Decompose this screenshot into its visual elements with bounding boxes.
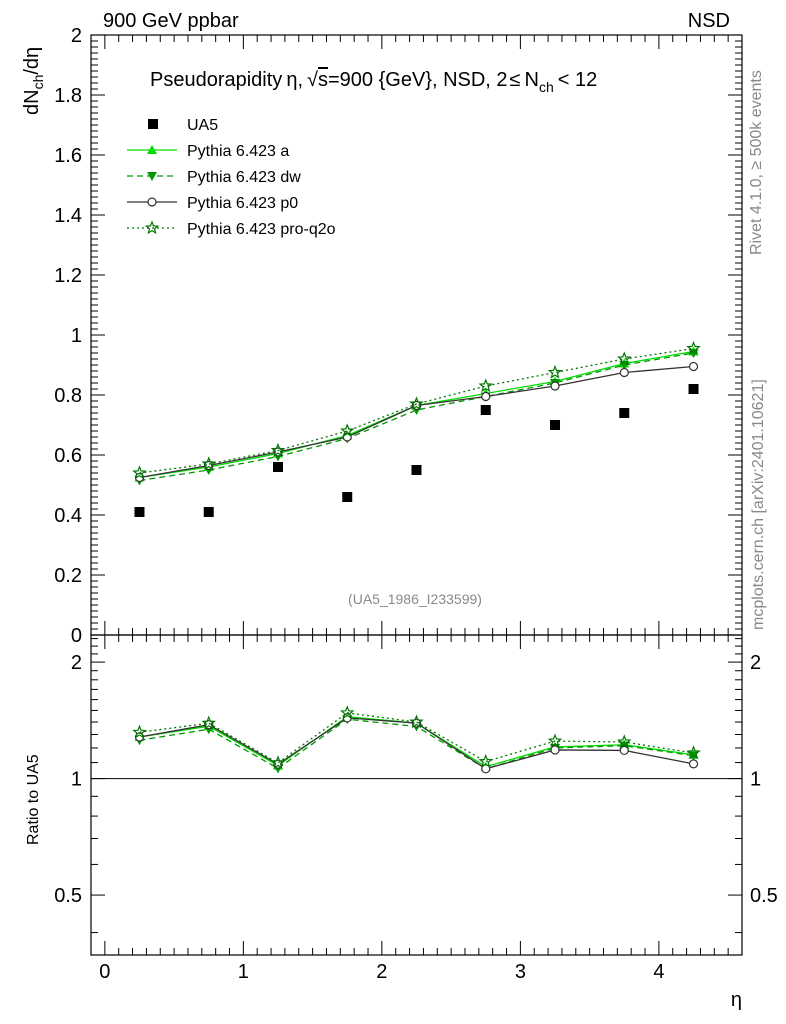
legend-marker — [147, 145, 157, 154]
y-tick-label: 0.6 — [54, 445, 82, 467]
series-point — [270, 442, 286, 457]
ratio-tick-label-right: 0.5 — [750, 885, 778, 907]
series-line — [139, 365, 694, 479]
series-point — [616, 351, 632, 366]
y-tick-label: 0.8 — [54, 385, 82, 407]
ratio-y-axis-label: Ratio to UA5 — [25, 754, 42, 845]
series-point — [688, 361, 699, 372]
ratio-point — [478, 753, 494, 768]
legend-label: Pythia 6.423 p0 — [187, 195, 298, 212]
y-tick-label: 1.2 — [54, 265, 82, 287]
legend-marker — [147, 172, 157, 181]
x-tick-label: 4 — [653, 961, 664, 983]
y-tick-label: 1.6 — [54, 145, 82, 167]
ratio-point — [688, 759, 699, 769]
y-axis-label: dNch/dη — [21, 47, 46, 115]
series-point — [619, 367, 629, 378]
series-line — [139, 347, 694, 474]
y-tick-label: 0.2 — [54, 565, 82, 587]
ratio-point — [619, 745, 629, 756]
ratio-tick-label: 1 — [71, 769, 82, 791]
ua5-data-point — [134, 507, 145, 517]
ratio-point — [339, 705, 355, 720]
rivet-version-label: Rivet 4.1.0, ≥ 500k events — [748, 70, 765, 255]
series-point — [686, 340, 701, 355]
mcplots-label: mcplots.cern.ch [arXiv:2401.10621] — [750, 379, 767, 630]
ua5-data-point — [619, 408, 630, 418]
x-tick-label: 1 — [238, 961, 249, 983]
data-points — [134, 384, 699, 517]
ua5-data-point — [203, 507, 214, 517]
ratio-tick-label: 2 — [71, 652, 82, 674]
header-right-label: NSD — [688, 10, 730, 32]
ua5-data-point — [480, 405, 491, 415]
series-point — [132, 465, 147, 480]
legend-marker — [147, 197, 157, 207]
ratio-plot-frame — [90, 634, 743, 956]
legend-label: Pythia 6.423 a — [187, 143, 289, 160]
ratio-point — [547, 733, 563, 748]
ua5-data-point — [550, 420, 561, 430]
chart-title: Pseudorapidity η, √s=900 {GeV}, NSD, 2 ≤ Nch… — [150, 69, 597, 95]
series-point — [409, 396, 424, 411]
ua5-data-point — [688, 384, 699, 394]
series-point — [339, 423, 355, 438]
legend-marker — [144, 220, 160, 235]
ratio-tick-label: 0.5 — [54, 885, 82, 907]
header-left-label: 900 GeV ppbar — [103, 10, 239, 32]
legend-label: Pythia 6.423 pro-q2o — [187, 221, 336, 238]
series-point — [550, 381, 560, 391]
ratio-tick-label-right: 1 — [750, 769, 761, 791]
ratio-series — [132, 705, 701, 774]
ua5-data-point — [411, 465, 422, 475]
y-tick-label: 1.4 — [54, 205, 82, 227]
x-tick-label: 3 — [515, 961, 526, 983]
x-axis-label: η — [731, 989, 742, 1011]
series-point — [547, 364, 563, 379]
ratio-point — [616, 734, 632, 749]
ratio-point — [201, 715, 217, 730]
y-tick-label: 0 — [71, 625, 82, 647]
series-point — [478, 378, 494, 393]
legend-label: UA5 — [187, 117, 218, 134]
y-tick-label: 1 — [71, 325, 82, 347]
y-tick-label: 0.4 — [54, 505, 82, 527]
x-tick-label: 2 — [376, 961, 387, 983]
ratio-line — [139, 712, 694, 764]
y-tick-label: 2 — [71, 25, 82, 47]
legend-ua5-marker — [148, 119, 158, 129]
ratio-point — [550, 745, 560, 755]
ratio-tick-label-right: 2 — [750, 652, 761, 674]
ua5-data-point — [342, 492, 353, 502]
series-point — [481, 391, 491, 402]
ratio-point — [132, 724, 147, 739]
legend: UA5 Pythia 6.423 a Pythia 6.423 dw Pythia 6… — [127, 117, 336, 238]
x-tick-label: 0 — [99, 961, 110, 983]
main-series — [132, 340, 701, 486]
ratio-point — [270, 755, 286, 770]
axis-ticks — [91, 34, 742, 955]
tick-labels: 0 1 2 3 4 0 0.2 0.4 0.6 0.8 1 1.2 1.4 1.6 1.8 2 0.5 0.5 1 1… — [54, 25, 778, 983]
ratio-point — [409, 714, 424, 729]
ua5-data-point — [272, 462, 283, 472]
ratio-point — [411, 718, 422, 728]
y-tick-label: 1.8 — [54, 85, 82, 107]
legend-label: Pythia 6.423 dw — [187, 169, 301, 186]
analysis-id: (UA5_1986_I233599) — [348, 591, 482, 607]
series-line — [139, 352, 694, 482]
series-point — [201, 456, 217, 471]
ratio-point — [686, 745, 701, 760]
